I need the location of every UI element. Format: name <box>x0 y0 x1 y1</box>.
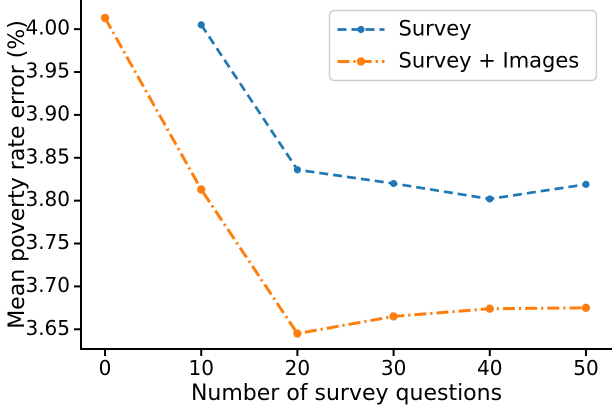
data-point-marker <box>197 185 206 194</box>
data-point-marker <box>197 21 205 29</box>
data-point-marker <box>581 303 591 313</box>
y-tick-label: 3.85 <box>25 144 70 168</box>
legend-label: Survey + Images <box>399 49 580 73</box>
legend-label: Survey <box>399 17 472 41</box>
y-tick-label: 3.75 <box>25 230 70 254</box>
legend-marker <box>356 57 366 66</box>
data-point-marker <box>389 312 398 321</box>
data-point-marker <box>582 180 590 188</box>
x-tick-label: 20 <box>285 356 310 380</box>
y-axis-label: Mean poverty rate error (%) <box>5 20 30 329</box>
x-tick-label: 30 <box>381 356 406 380</box>
legend-box <box>328 9 598 82</box>
x-axis-label: Number of survey questions <box>191 381 502 406</box>
data-point-marker <box>100 13 110 23</box>
data-point-marker <box>486 195 494 203</box>
x-tick-label: 10 <box>189 356 214 380</box>
x-tick-label: 40 <box>477 356 502 380</box>
y-tick-label: 3.70 <box>25 273 70 297</box>
y-tick-label: 4.00 <box>25 16 70 40</box>
x-tick-label: 0 <box>99 356 112 380</box>
data-point-marker <box>485 304 494 313</box>
legend-marker <box>357 25 365 34</box>
data-point-marker <box>293 329 302 338</box>
series-line-survey-images <box>103 17 586 336</box>
y-tick-label: 3.95 <box>25 59 70 83</box>
data-point-marker <box>293 166 302 174</box>
data-point-marker <box>389 179 398 188</box>
y-tick-label: 3.80 <box>25 187 70 211</box>
y-tick-label: 3.65 <box>25 316 70 340</box>
x-tick-label: 50 <box>573 356 598 380</box>
y-tick-label: 3.90 <box>25 101 70 125</box>
